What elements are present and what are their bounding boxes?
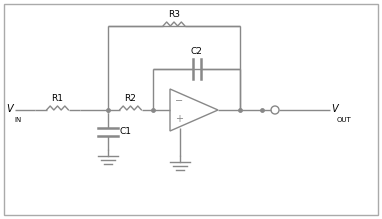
- Text: C1: C1: [120, 127, 132, 136]
- Text: R3: R3: [168, 10, 180, 19]
- Text: IN: IN: [14, 117, 21, 123]
- Text: V: V: [6, 104, 13, 114]
- Text: V: V: [331, 104, 338, 114]
- Text: OUT: OUT: [337, 117, 352, 123]
- Text: +: +: [175, 115, 183, 124]
- Text: R1: R1: [52, 94, 63, 103]
- Text: R2: R2: [125, 94, 136, 103]
- Text: C2: C2: [191, 47, 202, 56]
- Text: −: −: [175, 95, 183, 106]
